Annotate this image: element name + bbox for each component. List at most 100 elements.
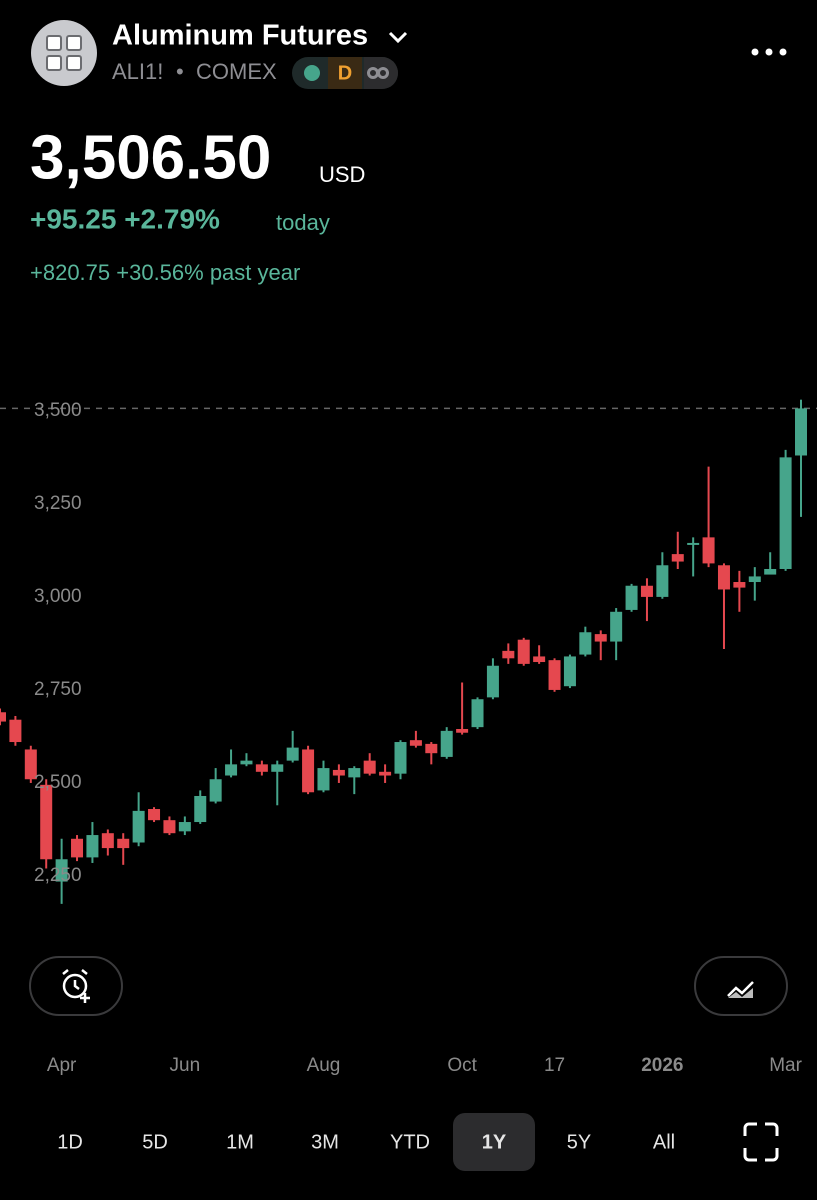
- candle-body: [517, 639, 530, 664]
- change-today: +95.25 +2.79%: [30, 203, 220, 234]
- timeframe-button[interactable]: 1Y: [482, 1131, 507, 1153]
- candle-body: [579, 632, 592, 655]
- candle-body: [9, 719, 22, 743]
- candle-body: [656, 565, 669, 597]
- chart-type-icon: [727, 981, 754, 998]
- logo-icon: [46, 35, 82, 71]
- x-tick-label: 17: [544, 1055, 565, 1076]
- candle-body: [209, 779, 222, 802]
- candle-body: [409, 740, 422, 746]
- y-tick-label: 3,000: [34, 586, 82, 607]
- candle-body: [286, 747, 299, 761]
- candle-body: [332, 769, 345, 776]
- candle-body: [394, 742, 407, 774]
- y-tick-label: 2,500: [34, 772, 82, 793]
- candle-body: [563, 656, 576, 687]
- candle-body: [379, 771, 392, 776]
- candle-body: [178, 822, 191, 832]
- x-tick-label: Oct: [447, 1055, 477, 1076]
- price: 3,506.50: [30, 123, 271, 192]
- candle-body: [795, 408, 807, 456]
- candle-body: [764, 568, 777, 575]
- timeframe-button[interactable]: All: [653, 1131, 675, 1153]
- candle-body: [702, 537, 715, 564]
- candle-body: [779, 457, 792, 569]
- x-tick-label: Mar: [769, 1055, 802, 1076]
- candle-body: [0, 712, 6, 722]
- candle-body: [671, 554, 684, 562]
- x-tick-label: Apr: [47, 1055, 77, 1076]
- candle-body: [348, 768, 361, 778]
- candle-body: [594, 634, 607, 642]
- candle-body: [456, 729, 469, 733]
- candle-body: [625, 585, 638, 610]
- candle-body: [163, 820, 176, 834]
- candle-body: [363, 760, 376, 774]
- change-year: +820.75 +30.56% past year: [30, 260, 300, 285]
- candle-body: [502, 650, 515, 659]
- candle-body: [486, 665, 499, 698]
- candle-body: [610, 611, 623, 642]
- period: D: [338, 62, 352, 84]
- candle-body: [640, 585, 653, 597]
- candle-body: [86, 835, 99, 858]
- candle-body: [717, 565, 730, 590]
- candle-body: [748, 576, 761, 583]
- currency: USD: [319, 162, 365, 187]
- y-tick-label: 2,750: [34, 679, 82, 700]
- candle-body: [733, 582, 746, 588]
- chevron[interactable]: [388, 31, 408, 44]
- logo: [31, 20, 97, 86]
- candle-body: [240, 760, 253, 765]
- candle-body: [548, 660, 561, 690]
- candle-body: [440, 730, 453, 757]
- timeframes: 1D 5D 1M 3M YTD 1Y 5Y All: [57, 1131, 675, 1153]
- candle-body: [24, 749, 37, 780]
- timeframe-button[interactable]: 5Y: [567, 1131, 591, 1153]
- candle-body: [225, 764, 238, 776]
- candle-body: [317, 768, 330, 791]
- candle-body: [425, 743, 438, 754]
- candle-body: [533, 656, 546, 663]
- timeframe-button[interactable]: YTD: [390, 1131, 430, 1153]
- exchange: COMEX: [196, 59, 277, 84]
- timeframe-button[interactable]: 5D: [142, 1131, 168, 1153]
- timeframe-button[interactable]: 1D: [57, 1131, 83, 1153]
- separator: •: [176, 59, 184, 84]
- candle-body: [55, 859, 68, 882]
- alert-icon: [62, 969, 90, 1003]
- more-button[interactable]: [751, 48, 787, 56]
- x-tick-label: Jun: [170, 1055, 201, 1076]
- candle-body: [194, 795, 207, 823]
- chart-type-button[interactable]: [694, 956, 788, 1016]
- candle-body: [40, 784, 53, 860]
- fullscreen-button[interactable]: [743, 1122, 779, 1162]
- x-tick-label: 2026: [641, 1055, 683, 1076]
- y-tick-label: 2,250: [34, 865, 82, 886]
- candle-body: [302, 749, 315, 793]
- candle-body: [471, 699, 484, 728]
- chart: 2,250 2,500 2,750 3,000 3,250 3,500: [0, 399, 817, 904]
- candle-body: [271, 764, 284, 772]
- title[interactable]: Aluminum Futures: [112, 20, 368, 52]
- candle-body: [71, 838, 84, 858]
- candle-body: [132, 810, 145, 843]
- timeframe-selected-bg: [453, 1113, 535, 1171]
- delay-bg: [364, 57, 398, 89]
- y-tick-label: 3,250: [34, 493, 82, 514]
- candle-body: [101, 833, 114, 849]
- y-tick-label: 3,500: [34, 400, 82, 421]
- candle-body: [687, 542, 700, 545]
- x-axis: Apr Jun Aug Oct 17 2026 Mar: [47, 1055, 803, 1076]
- candle-body: [148, 809, 161, 821]
- symbol: ALI1!: [112, 59, 163, 84]
- timeframe-button[interactable]: 1M: [226, 1131, 254, 1153]
- x-tick-label: Aug: [307, 1055, 341, 1076]
- timeframe-button[interactable]: 3M: [311, 1131, 339, 1153]
- today-label: today: [276, 210, 330, 235]
- period-bg: [328, 57, 362, 89]
- delay-icon: [367, 67, 389, 79]
- market-dot: [304, 65, 320, 81]
